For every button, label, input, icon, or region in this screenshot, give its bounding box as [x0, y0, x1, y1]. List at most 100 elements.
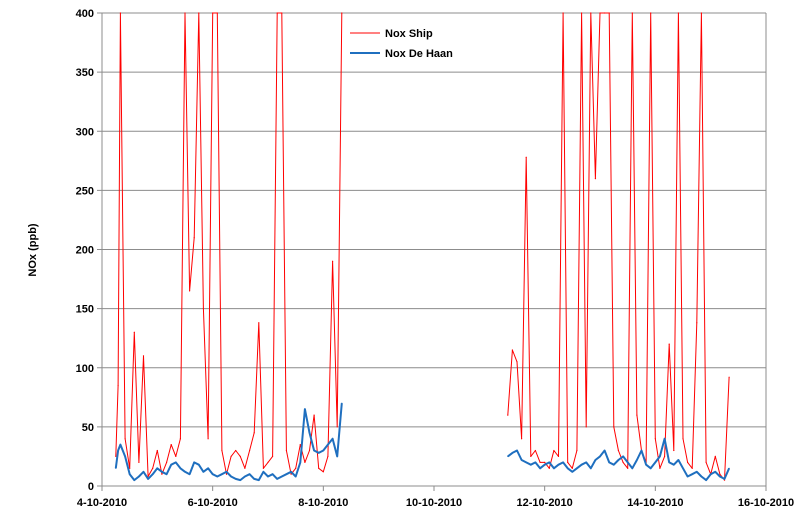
data-point — [691, 473, 693, 475]
data-point — [700, 12, 703, 14]
data-point — [719, 473, 721, 475]
data-point — [212, 12, 214, 14]
data-point — [161, 471, 163, 473]
data-point — [516, 449, 518, 452]
data-point — [636, 459, 638, 461]
data-point — [604, 449, 606, 452]
data-point — [553, 467, 555, 469]
data-point — [654, 461, 656, 463]
data-point — [668, 343, 670, 345]
data-point — [548, 467, 550, 469]
data-point — [705, 479, 707, 481]
data-point — [341, 12, 343, 14]
data-point — [548, 461, 550, 463]
data-point — [516, 361, 518, 363]
data-point — [332, 260, 334, 262]
legend-label: Nox Ship — [385, 28, 433, 40]
data-point — [673, 449, 675, 452]
data-point — [170, 444, 172, 446]
data-point — [567, 461, 569, 463]
data-point — [156, 449, 158, 452]
data-point — [576, 467, 578, 469]
data-point — [705, 461, 707, 463]
data-point — [221, 449, 223, 452]
x-tick-label: 14-10-2010 — [627, 497, 683, 509]
data-point — [253, 432, 255, 434]
data-point — [534, 449, 537, 452]
data-point — [650, 467, 652, 469]
data-point — [719, 475, 721, 478]
data-point — [129, 473, 131, 475]
data-point — [714, 471, 716, 473]
data-point — [124, 455, 126, 457]
data-point — [677, 459, 680, 461]
data-point — [318, 467, 320, 469]
data-point — [608, 461, 610, 463]
y-tick-label: 100 — [76, 363, 94, 375]
data-point — [262, 471, 264, 473]
data-point — [696, 322, 698, 324]
data-point — [682, 467, 684, 469]
data-point — [336, 455, 338, 457]
data-point — [599, 12, 601, 14]
x-tick-label: 10-10-2010 — [406, 497, 462, 509]
y-tick-label: 200 — [76, 245, 94, 257]
data-point — [557, 464, 560, 466]
data-point — [599, 455, 601, 457]
data-point — [507, 455, 509, 457]
data-point — [700, 475, 703, 478]
data-point — [272, 473, 274, 475]
data-point — [133, 479, 135, 481]
data-point — [258, 479, 260, 481]
data-point — [258, 322, 260, 324]
data-point — [166, 473, 168, 475]
y-tick-label: 0 — [88, 481, 94, 493]
series-layer — [114, 12, 731, 482]
data-point — [253, 478, 255, 480]
data-point — [152, 473, 154, 475]
data-point — [184, 12, 186, 14]
data-point — [539, 467, 541, 469]
x-tick-label: 12-10-2010 — [517, 497, 573, 509]
data-point — [156, 467, 158, 469]
data-point — [654, 438, 656, 440]
data-point — [723, 478, 726, 480]
data-point — [332, 438, 334, 440]
data-point — [525, 461, 527, 463]
y-tick-label: 350 — [76, 67, 94, 79]
data-point — [617, 449, 620, 452]
data-point — [557, 455, 560, 457]
data-point — [581, 12, 583, 14]
data-point — [571, 471, 573, 473]
x-tick-label: 4-10-2010 — [77, 497, 127, 509]
data-point — [645, 464, 647, 466]
data-point — [133, 331, 135, 333]
data-point — [281, 12, 283, 14]
data-point — [691, 467, 693, 469]
data-point — [262, 467, 264, 469]
data-point — [152, 467, 154, 469]
data-point — [207, 438, 209, 440]
data-point — [166, 461, 168, 463]
data-point — [216, 475, 218, 478]
data-point — [138, 461, 140, 463]
data-point — [285, 473, 287, 475]
legend: Nox Ship Nox De Haan — [350, 28, 453, 60]
data-point — [636, 414, 638, 416]
data-point — [115, 455, 117, 457]
data-point — [175, 461, 177, 463]
data-point — [290, 473, 292, 475]
data-point — [249, 473, 251, 475]
data-point — [276, 478, 278, 480]
data-point — [673, 464, 675, 466]
data-point — [225, 471, 228, 473]
data-point — [267, 461, 269, 463]
data-point — [687, 475, 689, 478]
series-nox-ship — [115, 12, 730, 481]
data-point — [244, 467, 246, 469]
data-point — [594, 459, 597, 461]
series-nox-de-haan — [114, 402, 731, 482]
data-point — [341, 402, 343, 404]
